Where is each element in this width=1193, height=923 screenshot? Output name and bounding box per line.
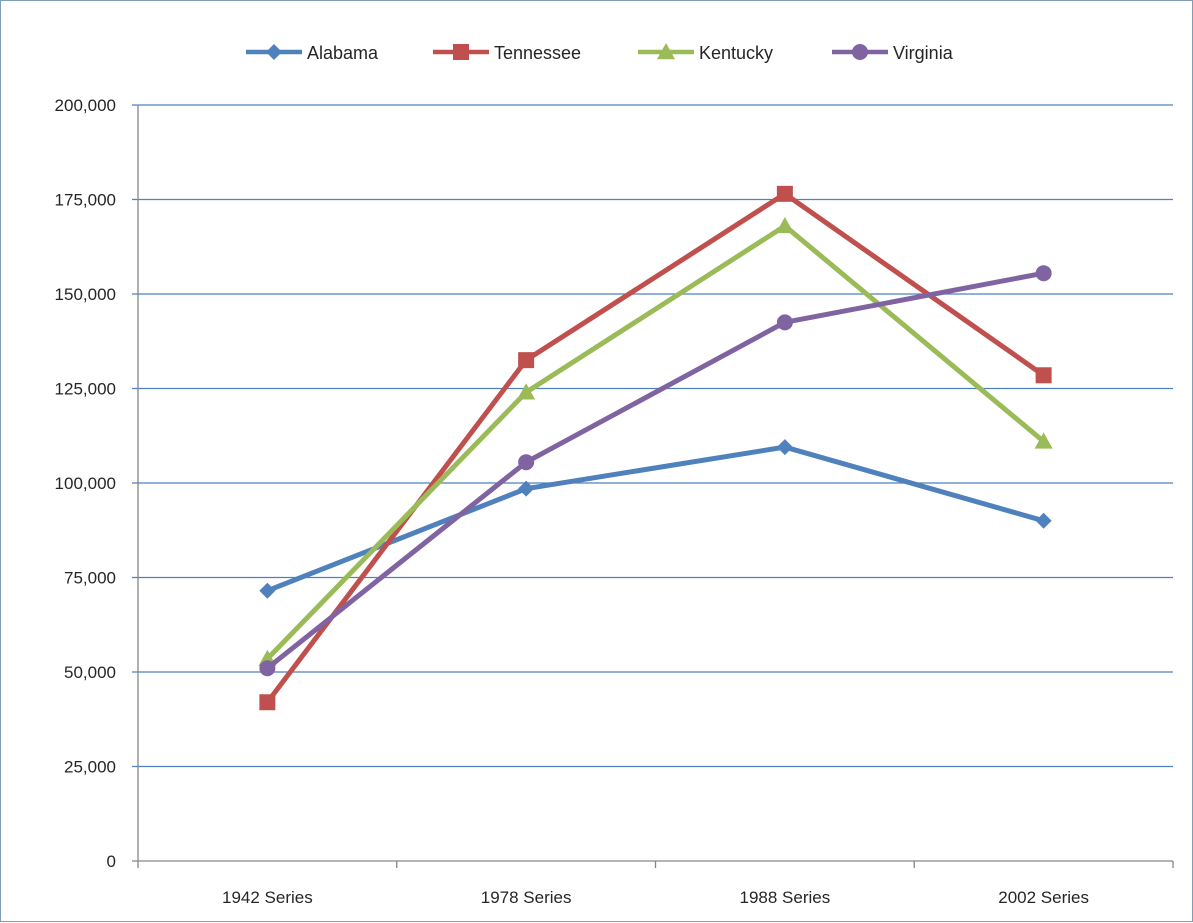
legend-marker: [453, 44, 469, 60]
x-tick-label: 1942 Series: [222, 888, 313, 907]
x-tick-label: 1988 Series: [740, 888, 831, 907]
gridlines: [132, 104, 1173, 768]
legend-item: Virginia: [832, 43, 954, 63]
legend-marker: [266, 44, 282, 60]
legend-item: Tennessee: [433, 43, 581, 63]
y-tick-label: 25,000: [64, 758, 116, 777]
data-point: [776, 439, 793, 456]
x-tick-label: 2002 Series: [998, 888, 1089, 907]
data-point: [775, 216, 794, 234]
series-alabama: [259, 439, 1052, 599]
data-point: [518, 480, 535, 497]
data-point: [1034, 432, 1053, 449]
series-lines: [258, 185, 1053, 711]
data-point: [259, 660, 276, 677]
y-tick-label: 0: [107, 852, 116, 871]
series-virginia: [259, 265, 1052, 677]
legend: Alabama Tennessee Kentucky Virginia: [246, 43, 954, 63]
data-point: [1035, 367, 1052, 384]
legend-label: Tennessee: [494, 43, 581, 63]
axes: 0 25,000 50,000 75,000 100,000 125,000 150,000…: [55, 96, 1174, 907]
data-point: [1035, 512, 1052, 529]
data-point: [259, 582, 276, 599]
legend-marker: [852, 44, 868, 60]
data-point: [776, 185, 793, 202]
data-point: [776, 314, 793, 331]
legend-item: Alabama: [246, 43, 379, 63]
y-tick-label: 200,000: [55, 96, 116, 115]
x-tick-label: 1978 Series: [481, 888, 572, 907]
data-point: [1035, 265, 1052, 282]
series-line: [264, 191, 1047, 705]
series-line: [264, 270, 1047, 671]
series-tennessee: [259, 185, 1052, 711]
legend-label: Virginia: [893, 43, 954, 63]
data-point: [259, 694, 276, 711]
legend-item: Kentucky: [638, 43, 773, 63]
y-tick-label: 100,000: [55, 474, 116, 493]
y-tick-label: 75,000: [64, 569, 116, 588]
y-tick-label: 150,000: [55, 285, 116, 304]
data-point: [517, 383, 536, 400]
series-line: [264, 223, 1047, 662]
data-point: [518, 454, 535, 471]
series-line: [264, 444, 1047, 594]
series-kentucky: [258, 216, 1053, 666]
data-point: [518, 352, 535, 369]
legend-marker: [657, 43, 675, 60]
y-tick-label: 50,000: [64, 663, 116, 682]
legend-label: Kentucky: [699, 43, 773, 63]
legend-label: Alabama: [307, 43, 379, 63]
y-tick-label: 175,000: [55, 191, 116, 210]
y-tick-label: 125,000: [55, 380, 116, 399]
